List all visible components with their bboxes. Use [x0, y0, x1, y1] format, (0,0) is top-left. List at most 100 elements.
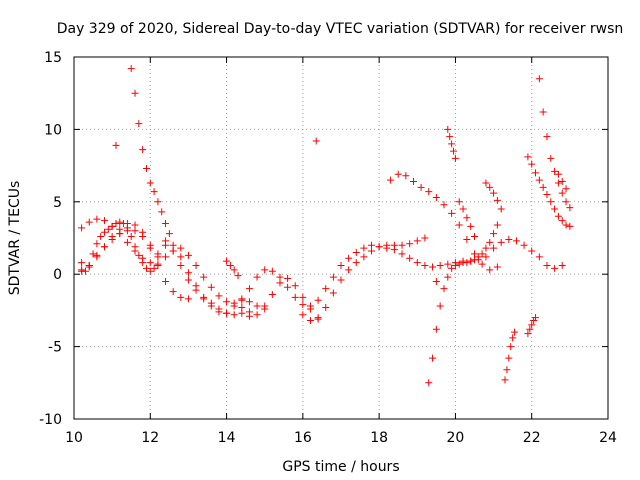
y-axis-label: SDTVAR / TECUs [7, 181, 23, 296]
point-arc-9-0 [299, 311, 307, 319]
point-arc-9-15 [413, 237, 421, 245]
point-arc-6-7 [215, 305, 223, 313]
point-arc-15-5 [511, 328, 519, 336]
point-arc-8-8 [299, 293, 307, 301]
point-arc-9-16 [421, 234, 429, 242]
point-arc-14-3 [493, 196, 501, 204]
point-arc-3-45 [421, 262, 429, 270]
point-arc-14-0 [482, 179, 490, 187]
point-arc-1-14 [184, 276, 192, 284]
point-arc-5-10 [165, 230, 173, 238]
point-arc-1-23 [253, 302, 261, 310]
point-arc-3-23 [253, 273, 261, 281]
x-tick-label-6: 22 [523, 430, 541, 446]
point-arc-11-15 [482, 244, 490, 252]
point-arc-4-14 [131, 243, 139, 251]
y-tick-label-5: 15 [44, 50, 62, 66]
point-arc-6-1 [169, 241, 177, 249]
y-tick-label-3: 5 [53, 195, 62, 211]
y-tick-label-0: -10 [39, 412, 62, 428]
point-arc-11-5 [444, 273, 452, 281]
point-arc-3-34 [337, 262, 345, 270]
point-arc-3-60 [535, 253, 543, 261]
point-arc-11-6 [448, 264, 456, 272]
point-arc-11-4 [440, 285, 448, 293]
point-arc-7-0 [223, 257, 231, 265]
point-arc-10-5 [425, 188, 433, 196]
point-arc-3-43 [406, 254, 414, 262]
series-arc-4 [78, 218, 162, 275]
point-arc-3-53 [482, 253, 490, 261]
point-arc-4-18 [146, 267, 154, 275]
point-arc-3-17 [207, 283, 215, 291]
point-arc-1-2 [93, 215, 101, 223]
point-arc-16-1 [526, 325, 534, 333]
point-arc-3-54 [490, 244, 498, 252]
point-arc-10-13 [486, 266, 494, 274]
point-arc-9-8 [360, 253, 368, 261]
series-arc-1 [78, 215, 269, 317]
point-arc-14-1 [486, 183, 494, 191]
series-arc-8 [238, 275, 322, 322]
point-arc-8-2 [253, 311, 261, 319]
point-arc-1-22 [245, 298, 253, 306]
point-arc-9-5 [337, 276, 345, 284]
point-arc-3-63 [558, 262, 566, 270]
point-arc-4-5 [97, 233, 105, 241]
point-arc-17-2 [532, 169, 540, 177]
point-arc-4-16 [139, 259, 147, 267]
point-arc-11-2 [432, 325, 440, 333]
point-outliers-2 [432, 277, 440, 285]
point-arc-9-7 [352, 259, 360, 267]
point-arc-10-0 [387, 176, 395, 184]
point-arc-3-20 [230, 299, 238, 307]
point-arc-1-6 [123, 238, 131, 246]
point-arc-11-16 [486, 238, 494, 246]
point-arc-3-0 [78, 266, 86, 274]
point-arc-6-2 [177, 253, 185, 261]
tick-labels: 10 12 14 16 18 20 22 24 -10 -5 0 5 10 15 [39, 50, 617, 446]
point-arc-4-9 [112, 220, 120, 228]
point-arc-5-3 [139, 146, 147, 154]
point-arc-17-6 [547, 198, 555, 206]
data-marks [78, 65, 574, 387]
point-arc-3-21 [238, 295, 246, 303]
point-arc-13-3 [467, 222, 475, 230]
point-arc-18-2 [543, 133, 551, 141]
point-arc-2-12 [169, 288, 177, 296]
point-arc-15-3 [507, 343, 515, 351]
point-arc-18-4 [551, 167, 559, 175]
point-arc-15-4 [509, 334, 517, 342]
point-arc-3-5 [116, 230, 124, 238]
x-tick-label-3: 16 [294, 430, 312, 446]
point-arc-4-4 [93, 240, 101, 248]
point-arc-3-8 [139, 233, 147, 241]
point-arc-3-18 [215, 292, 223, 300]
point-arc-3-28 [291, 293, 299, 301]
point-arc-9-14 [406, 240, 414, 248]
axes [73, 56, 609, 420]
point-arc-3-44 [413, 259, 421, 267]
point-arc-3-31 [314, 296, 322, 304]
point-arc-9-2 [314, 315, 322, 323]
series-arc-10 [387, 170, 501, 274]
point-arc-5-1 [131, 89, 139, 97]
point-arc-18-6 [558, 189, 566, 197]
point-arc-5-2 [135, 120, 143, 128]
point-arc-19-1 [558, 178, 566, 186]
point-arc-4-6 [101, 228, 109, 236]
point-arc-10-9 [455, 221, 463, 229]
point-arc-17-7 [551, 205, 559, 213]
point-arc-2-14 [184, 295, 192, 303]
point-arc-3-10 [154, 250, 162, 258]
y-tick-label-2: 0 [53, 267, 62, 283]
point-arc-3-37 [360, 244, 368, 252]
point-arc-1-3 [101, 217, 109, 225]
point-arc-17-10 [562, 221, 570, 229]
point-arc-3-14 [184, 251, 192, 259]
series-arc-12 [444, 125, 459, 162]
x-tick-label-4: 18 [370, 430, 388, 446]
series-arc-17 [524, 153, 574, 230]
point-arc-4-10 [116, 218, 124, 226]
